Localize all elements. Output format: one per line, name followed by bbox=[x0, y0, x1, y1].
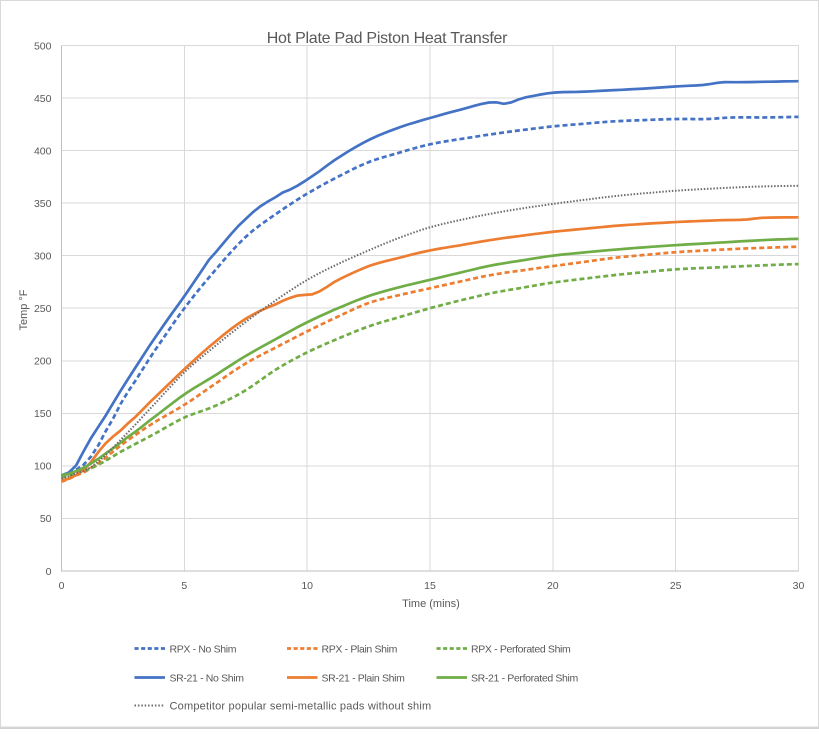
svg-text:SR-21 - Plain Shim: SR-21 - Plain Shim bbox=[322, 672, 406, 684]
svg-text:25: 25 bbox=[670, 580, 682, 592]
svg-text:0: 0 bbox=[46, 566, 52, 578]
svg-text:SR-21 - Perforated Shim: SR-21 - Perforated Shim bbox=[471, 672, 579, 684]
svg-text:450: 450 bbox=[34, 93, 52, 105]
svg-text:10: 10 bbox=[301, 580, 313, 592]
svg-text:20: 20 bbox=[547, 580, 559, 592]
svg-text:15: 15 bbox=[424, 580, 436, 592]
svg-text:30: 30 bbox=[793, 580, 805, 592]
svg-text:50: 50 bbox=[40, 513, 52, 525]
svg-text:RPX - Plain Shim: RPX - Plain Shim bbox=[322, 643, 398, 655]
svg-text:350: 350 bbox=[34, 198, 52, 210]
svg-text:400: 400 bbox=[34, 145, 52, 157]
svg-text:150: 150 bbox=[34, 408, 52, 420]
svg-text:500: 500 bbox=[34, 40, 52, 52]
svg-text:0: 0 bbox=[59, 580, 65, 592]
svg-text:RPX - No Shim: RPX - No Shim bbox=[170, 643, 237, 655]
svg-text:SR-21 - No Shim: SR-21 - No Shim bbox=[170, 672, 245, 684]
svg-text:Time (mins): Time (mins) bbox=[402, 598, 460, 610]
svg-text:200: 200 bbox=[34, 356, 52, 368]
svg-text:Competitor popular semi-metall: Competitor popular semi-metallic pads wi… bbox=[170, 701, 432, 713]
svg-text:Temp °F: Temp °F bbox=[18, 289, 30, 330]
svg-text:Hot Plate Pad Piston Heat Tran: Hot Plate Pad Piston Heat Transfer bbox=[267, 30, 508, 47]
svg-text:300: 300 bbox=[34, 251, 52, 263]
svg-text:RPX - Perforated Shim: RPX - Perforated Shim bbox=[471, 643, 571, 655]
svg-text:100: 100 bbox=[34, 461, 52, 473]
svg-text:5: 5 bbox=[181, 580, 187, 592]
svg-text:250: 250 bbox=[34, 303, 52, 315]
